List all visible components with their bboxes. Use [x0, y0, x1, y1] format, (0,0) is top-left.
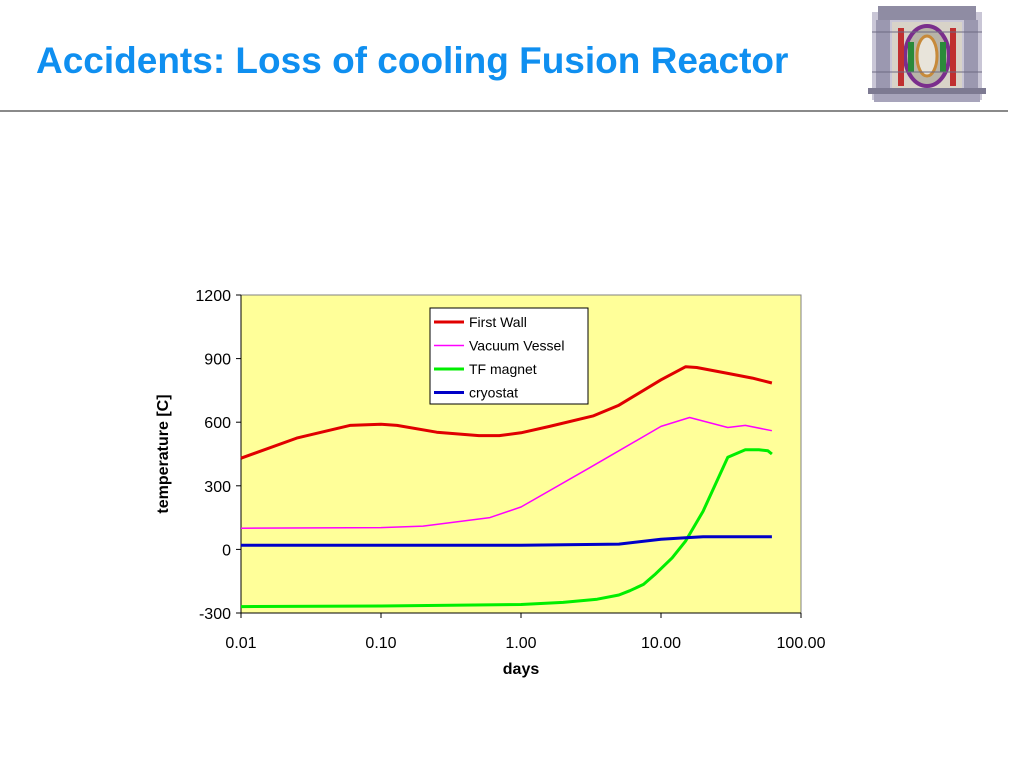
x-tick-label: 0.01	[225, 635, 256, 652]
series-line-cryostat	[241, 535, 772, 547]
x-tick-label: 0.10	[365, 635, 396, 652]
legend-label-first-wall: First Wall	[469, 314, 527, 330]
legend-label-cryostat: cryostat	[469, 385, 518, 401]
x-tick-label: 10.00	[641, 635, 681, 652]
slide-title: Accidents: Loss of cooling Fusion Reacto…	[36, 40, 789, 81]
y-axis-label: temperature [C]	[155, 394, 172, 513]
x-tick-label: 1.00	[505, 635, 536, 652]
y-tick-label: 0	[222, 542, 231, 559]
y-tick-label: 600	[204, 415, 231, 432]
y-tick-label: 1200	[195, 288, 231, 305]
y-tick-label: 900	[204, 352, 231, 369]
title-divider	[0, 110, 1008, 112]
y-tick-label: -300	[199, 606, 231, 623]
y-tick-label: 300	[204, 479, 231, 496]
x-axis-label: days	[503, 661, 540, 678]
legend: First Wall Vacuum Vessel TF magnet cryostat	[429, 307, 589, 405]
x-tick-label: 100.00	[777, 635, 826, 652]
series-line-first-wall	[240, 365, 773, 460]
legend-label-vacuum-vessel: Vacuum Vessel	[469, 338, 564, 354]
series-line-tf-magnet	[240, 448, 773, 609]
legend-box	[429, 307, 589, 405]
series-line-vacuum-vessel	[240, 416, 773, 529]
legend-label-tf-magnet: TF magnet	[469, 361, 537, 377]
fusion-reactor-cutaway-icon	[868, 6, 986, 102]
